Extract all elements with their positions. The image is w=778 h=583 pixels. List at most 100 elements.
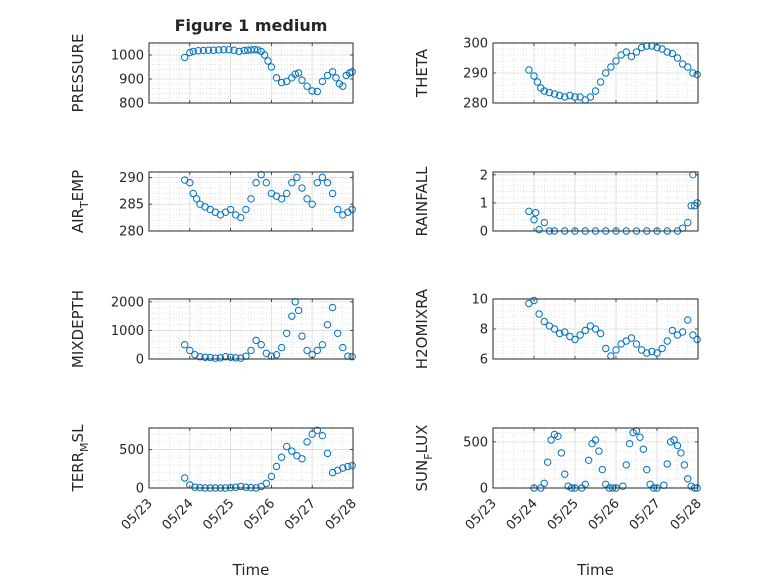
panel-7-data-point bbox=[313, 426, 321, 435]
panel-4-data-point bbox=[525, 207, 533, 216]
panel-1-data-point bbox=[294, 69, 303, 77]
panel-2-ylabel: THETA bbox=[413, 48, 431, 98]
panel-8-data-point bbox=[625, 439, 634, 448]
panel-1-data-point bbox=[264, 57, 272, 65]
panel-6-data-point bbox=[627, 334, 636, 342]
panel-7-data-point bbox=[272, 462, 281, 471]
panel-8-data-point bbox=[595, 447, 603, 455]
panel-2-data-point bbox=[545, 88, 554, 97]
panel-1-data-point bbox=[277, 78, 286, 87]
panel-3-data-point bbox=[242, 205, 250, 214]
panel-8-data-point bbox=[554, 432, 562, 441]
panel-3-axes-box bbox=[148, 171, 354, 232]
panel-3-data-point bbox=[283, 189, 291, 198]
panel-8-data-point bbox=[547, 436, 555, 444]
panel-3-data-point bbox=[348, 205, 356, 214]
panel-1-data-point bbox=[318, 77, 327, 86]
panel-7-xlabel: Time bbox=[232, 561, 270, 579]
panel-8-data-point bbox=[557, 449, 566, 457]
panel-1-data-point bbox=[283, 77, 291, 86]
panel-8-data-point bbox=[543, 458, 552, 466]
panel-3-data-point bbox=[262, 179, 270, 187]
panel-1-data-point bbox=[181, 53, 189, 62]
panel-3-data-point bbox=[303, 195, 311, 203]
panel-1-data-point bbox=[204, 46, 213, 54]
panel-6-ytick-label: 10 bbox=[471, 293, 488, 308]
panel-1-ytick-label: 1000 bbox=[111, 49, 144, 64]
panel-5-data-point bbox=[232, 354, 240, 362]
panel-5-data-point bbox=[247, 346, 255, 355]
panel-7-data-point bbox=[344, 462, 352, 471]
panel-8-data-point bbox=[639, 445, 648, 453]
panel-7-ytick-label: 0 bbox=[136, 482, 144, 497]
panel-5-data-point bbox=[288, 312, 296, 320]
panel-5-data-point bbox=[298, 332, 306, 340]
panel-3-data-point bbox=[189, 189, 197, 198]
panel-3-ytick-label: 285 bbox=[119, 198, 144, 213]
panel-5-data-point bbox=[226, 353, 235, 361]
panel-3-data-point bbox=[226, 205, 235, 214]
panel-6-data-point bbox=[571, 335, 579, 344]
panel-3-ylabel: AIRTEMP bbox=[69, 170, 91, 233]
panel-4-axes-box bbox=[492, 171, 699, 232]
panel-8-data-point bbox=[540, 479, 548, 488]
panel-5-axes-box bbox=[148, 298, 354, 360]
panel-5-data-point bbox=[294, 306, 303, 315]
panel-7-data-point bbox=[288, 447, 296, 455]
panel-1-data-point bbox=[194, 46, 203, 55]
figure-title: Figure 1 medium bbox=[175, 16, 328, 35]
panel-2-data-point bbox=[684, 63, 692, 71]
panel-8-data-point bbox=[680, 461, 689, 469]
panel-2-data-point bbox=[632, 48, 641, 56]
panel-1-data-point bbox=[298, 76, 306, 84]
panel-6-data-point bbox=[550, 325, 559, 333]
panel-8-ytick-label: 500 bbox=[463, 435, 488, 450]
panel-7-data-point bbox=[262, 479, 270, 488]
panel-5-data-point bbox=[328, 303, 337, 312]
panel-3-data-point bbox=[298, 184, 306, 192]
panel-6-data-point bbox=[658, 344, 666, 353]
panel-1-ytick-label: 900 bbox=[119, 73, 144, 88]
panel-5-data-point bbox=[313, 346, 321, 355]
panel-6-data-point bbox=[540, 317, 548, 326]
panel-6-data-point bbox=[648, 347, 656, 356]
panel-1-ytick-label: 800 bbox=[119, 97, 144, 112]
panel-2-ytick-label: 290 bbox=[463, 67, 488, 82]
panel-1-data-point bbox=[199, 46, 208, 55]
panel-3-data-point bbox=[186, 179, 194, 187]
panel-1-data-point bbox=[215, 46, 223, 54]
panel-4-ylabel: RAINFALL bbox=[413, 166, 431, 237]
panel-3-data-point bbox=[293, 173, 301, 182]
panel-5-data-point bbox=[186, 346, 194, 355]
panel-1-axes-box bbox=[148, 42, 354, 104]
panel-7-data-point bbox=[348, 461, 356, 470]
panel-4-ytick-label: 1 bbox=[480, 196, 488, 211]
panel-1-data-point bbox=[272, 74, 281, 82]
panel-5-data-point bbox=[237, 354, 245, 362]
panel-5-data-point bbox=[216, 354, 225, 362]
panel-6-ytick-label: 8 bbox=[480, 323, 488, 338]
panel-7-data-point bbox=[232, 483, 240, 491]
panel-2-data-point bbox=[530, 72, 538, 80]
panel-3-data-point bbox=[252, 179, 260, 187]
panel-6-data-point bbox=[535, 310, 543, 318]
panel-5-data-point bbox=[191, 351, 199, 359]
panel-1-data-point bbox=[313, 87, 321, 96]
panel-3-data-point bbox=[318, 173, 327, 182]
panel-5-ytick-label: 0 bbox=[136, 353, 144, 368]
panel-5-data-point bbox=[211, 354, 220, 362]
panel-7-data-point bbox=[242, 483, 250, 491]
panel-8-data-point bbox=[663, 460, 671, 468]
panel-1-data-point bbox=[250, 46, 259, 54]
panel-4-data-point bbox=[693, 199, 701, 207]
panel-2: 280 290 300 THETA bbox=[413, 37, 701, 112]
panel-7-data-point bbox=[237, 482, 245, 491]
panel-7-data-point bbox=[339, 464, 347, 472]
panel-8-axes-box bbox=[492, 427, 699, 489]
panel-1-data-point bbox=[267, 63, 276, 71]
panel-6-data-point bbox=[602, 344, 610, 353]
panel-5-data-point bbox=[283, 329, 291, 337]
panel-6-data-point bbox=[561, 328, 569, 336]
panel-2-data-point bbox=[693, 70, 701, 79]
